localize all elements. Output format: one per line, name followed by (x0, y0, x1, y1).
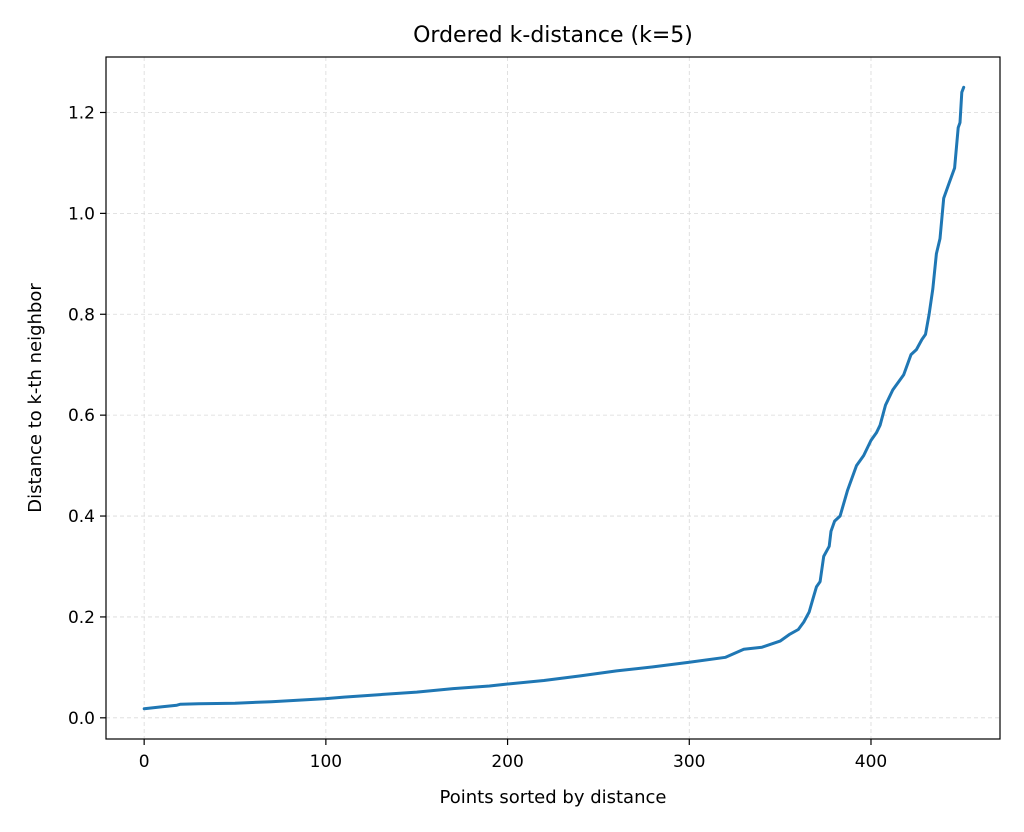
x-tick-label: 400 (855, 752, 887, 772)
x-tick-label: 300 (673, 752, 705, 772)
y-tick-label: 0.8 (68, 305, 95, 325)
chart-title: Ordered k-distance (k=5) (413, 23, 693, 48)
series-line (142, 85, 966, 711)
x-tick-label: 200 (491, 752, 523, 772)
y-tick-label: 0.0 (68, 709, 95, 729)
x-tick-label: 0 (139, 752, 150, 772)
x-axis: 0 100 200 300 400 (139, 739, 887, 772)
y-axis: 0.0 0.2 0.4 0.6 0.8 1.0 1.2 (68, 103, 106, 729)
y-tick-label: 1.0 (68, 204, 95, 224)
x-axis-label: Points sorted by distance (440, 787, 667, 808)
y-tick-label: 0.2 (68, 608, 95, 628)
axes-frame (105, 56, 1001, 740)
y-tick-label: 0.4 (68, 507, 95, 527)
y-axis-label: Distance to k-th neighbor (25, 283, 46, 513)
data-layer (142, 85, 966, 711)
y-tick-label: 1.2 (68, 103, 95, 123)
grid (106, 57, 1000, 739)
x-tick-label: 100 (310, 752, 342, 772)
y-tick-label: 0.6 (68, 406, 95, 426)
